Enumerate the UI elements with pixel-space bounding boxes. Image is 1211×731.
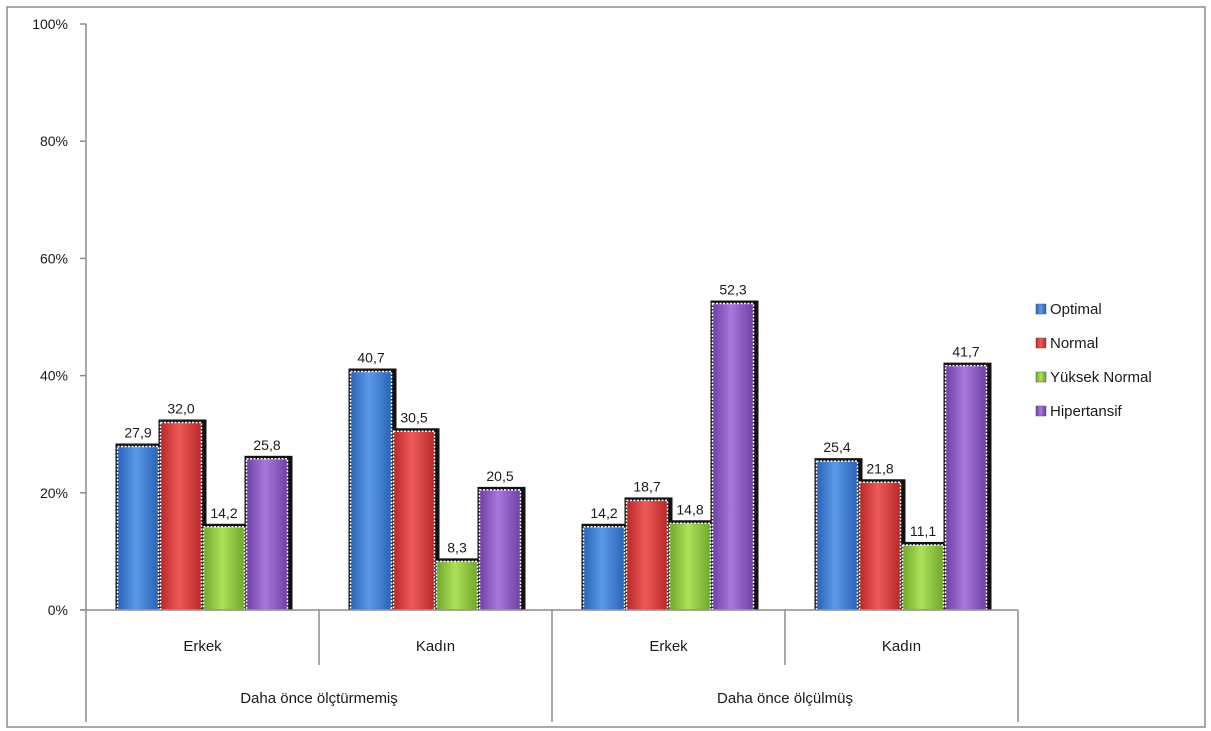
x-group-label: Daha önce ölçtürmemiş — [240, 690, 398, 707]
bar — [711, 302, 755, 611]
value-labels: 27,9 32,0 14,2 25,8 40,7 30,5 8,3 20,5 14,2 18,7 1… — [124, 282, 979, 556]
data-label: 18,7 — [633, 478, 660, 494]
legend-label: Optimal — [1050, 301, 1102, 318]
legend-swatch — [1035, 303, 1047, 315]
y-tick-label: 0% — [48, 602, 68, 618]
bar — [815, 460, 859, 611]
x-group-label: Daha önce ölçülmüş — [717, 690, 853, 707]
x-tick-label: Kadın — [416, 638, 455, 655]
data-label: 27,9 — [124, 425, 151, 441]
data-label: 20,5 — [486, 468, 513, 484]
bar — [435, 560, 479, 611]
data-label: 8,3 — [447, 539, 467, 555]
bar — [202, 526, 246, 611]
bar — [392, 430, 436, 611]
legend-label: Hipertansif — [1050, 403, 1123, 420]
y-tick-label: 40% — [40, 368, 68, 384]
data-label: 32,0 — [167, 400, 194, 416]
x-tick-label: Erkek — [649, 638, 688, 655]
data-label: 40,7 — [357, 349, 384, 365]
x-tick-label: Kadın — [882, 638, 921, 655]
bar — [944, 364, 988, 611]
legend-swatch — [1035, 371, 1047, 383]
bar — [858, 481, 902, 611]
bar — [116, 445, 160, 611]
legend-label: Normal — [1050, 335, 1098, 352]
bar — [159, 421, 203, 611]
y-tick-label: 100% — [32, 16, 68, 32]
legend: Optimal Normal Yüksek Normal Hipertansif — [1035, 301, 1152, 420]
data-label: 14,8 — [676, 501, 703, 517]
y-tick-label: 60% — [40, 250, 68, 266]
bar — [478, 489, 522, 611]
bar — [668, 522, 712, 611]
x-axis: Erkek Kadın Erkek Kadın Daha önce ölçtürmemi… — [80, 609, 1019, 722]
bar — [245, 458, 289, 611]
legend-label: Yüksek Normal — [1050, 369, 1152, 386]
y-tick-label: 20% — [40, 485, 68, 501]
data-label: 52,3 — [719, 282, 746, 298]
data-label: 25,8 — [253, 437, 280, 453]
data-label: 14,2 — [210, 505, 237, 521]
bar — [582, 526, 626, 611]
bar — [625, 499, 669, 611]
x-tick-label: Erkek — [183, 638, 222, 655]
data-label: 21,8 — [866, 460, 893, 476]
data-label: 25,4 — [823, 439, 850, 455]
bar — [901, 544, 945, 611]
data-label: 41,7 — [952, 344, 979, 360]
data-label: 14,2 — [590, 505, 617, 521]
y-axis: 0% 20% 40% 60% 80% 100% — [32, 16, 87, 618]
bar — [349, 370, 393, 611]
legend-swatch — [1035, 337, 1047, 349]
data-label: 30,5 — [400, 409, 427, 425]
chart-border — [6, 6, 1206, 728]
data-label: 11,1 — [910, 523, 936, 539]
y-tick-label: 80% — [40, 133, 68, 149]
legend-swatch — [1035, 405, 1047, 417]
